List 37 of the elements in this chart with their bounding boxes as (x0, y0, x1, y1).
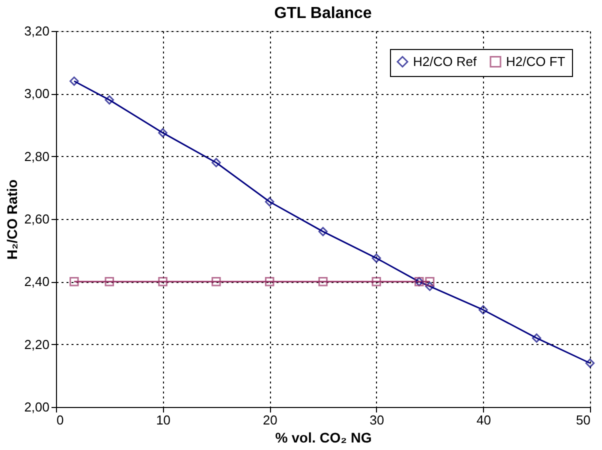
x-tick-label: 30 (370, 412, 384, 428)
point (318, 277, 328, 286)
point (264, 277, 274, 286)
y-tick-label: 2,80 (24, 148, 50, 164)
point (264, 197, 274, 206)
point (70, 277, 79, 286)
point (425, 277, 434, 286)
point (372, 277, 382, 286)
point (478, 305, 488, 314)
chart-title: GTL Balance (274, 5, 372, 22)
y-tick-label: 2,00 (24, 400, 50, 414)
point (70, 76, 79, 86)
x-tick-label: 0 (56, 412, 64, 428)
legend-label: H2/CO FT (506, 54, 566, 69)
point (212, 158, 221, 168)
y-tick-label: 2,40 (24, 274, 50, 290)
x-tick-label: 10 (156, 412, 171, 428)
y-tick-label: 2,60 (24, 212, 50, 226)
point (104, 277, 114, 286)
x-tick-label: 40 (476, 412, 491, 428)
y-tick-label: 3,00 (24, 86, 50, 102)
y-tick-label: 2,20 (24, 336, 50, 352)
x-axis-title: % vol. CO₂ NG (275, 430, 372, 446)
x-tick-label: 50 (576, 412, 590, 428)
legend-label: H2/CO Ref (413, 54, 477, 69)
point (372, 254, 382, 263)
x-tick-label: 20 (262, 412, 278, 428)
point (104, 95, 114, 105)
point (585, 358, 595, 368)
point (425, 282, 434, 291)
y-tick-label: 3,20 (24, 24, 50, 38)
point (212, 277, 221, 286)
point (158, 277, 168, 286)
point (318, 226, 328, 236)
y-axis-title: H₂/CO Ratio (4, 179, 20, 260)
point (158, 128, 168, 138)
point (532, 333, 542, 343)
